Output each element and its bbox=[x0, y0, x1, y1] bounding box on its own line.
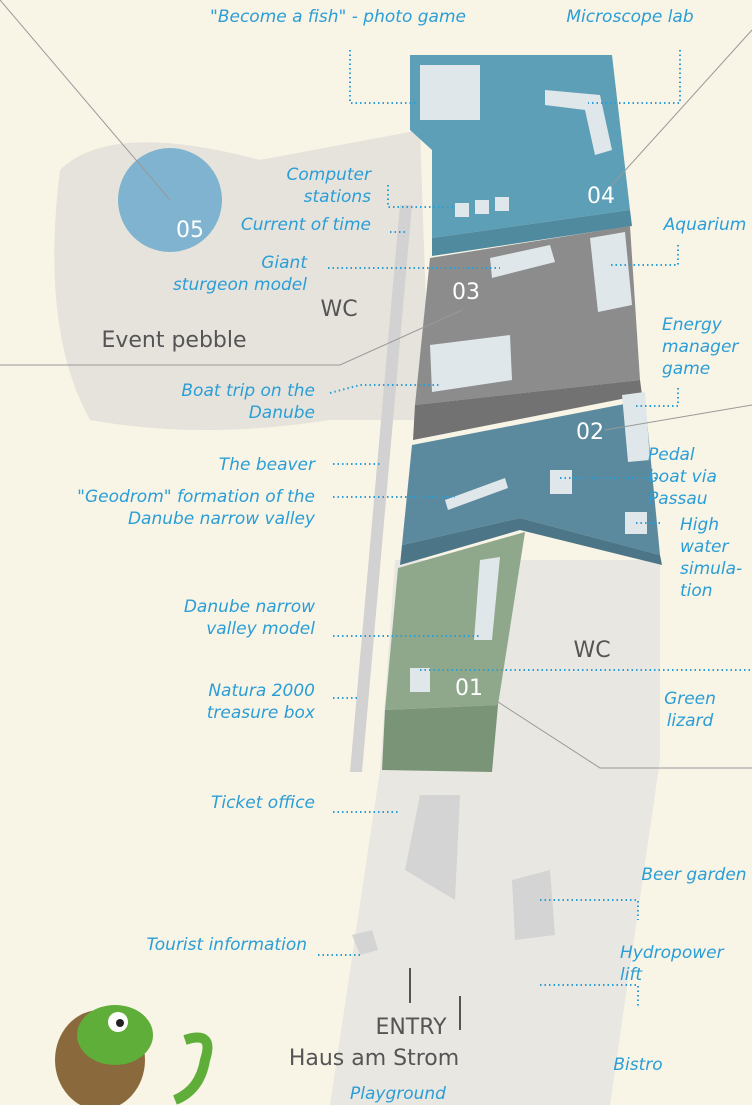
label-line: Boat trip on the bbox=[181, 381, 315, 401]
label-line: Microscope lab bbox=[566, 7, 693, 27]
label-line: boat via bbox=[648, 467, 717, 487]
label-line: treasure box bbox=[207, 703, 316, 723]
label-line: The beaver bbox=[219, 455, 316, 475]
wc-label: WC bbox=[320, 297, 357, 322]
label-line: Tourist information bbox=[146, 935, 307, 955]
label-line: Giant bbox=[261, 253, 308, 273]
zone-1-edge bbox=[382, 705, 498, 772]
label-line: water bbox=[680, 537, 729, 557]
feature-label: The beaver bbox=[219, 455, 316, 475]
feature-label: Tourist information bbox=[146, 935, 307, 955]
label-line: game bbox=[662, 359, 710, 379]
label-line: Ticket office bbox=[211, 793, 315, 813]
label-line: Bistro bbox=[613, 1055, 662, 1075]
house-label: Haus am Strom bbox=[289, 1046, 459, 1071]
place-label: Event pebble bbox=[101, 328, 246, 353]
label-line: Green bbox=[664, 689, 716, 709]
block bbox=[495, 197, 509, 211]
label-line: lizard bbox=[667, 711, 714, 731]
label-line: Danube narrow valley bbox=[128, 509, 316, 529]
label-line: High bbox=[680, 515, 719, 535]
leader bbox=[612, 30, 752, 185]
label-line: valley model bbox=[206, 619, 315, 639]
label-line: Pedal bbox=[648, 445, 695, 465]
label-line: "Geodrom" formation of the bbox=[77, 487, 315, 507]
label-line: stations bbox=[304, 187, 372, 207]
block bbox=[420, 65, 480, 120]
label-line: manager bbox=[662, 337, 739, 357]
leader bbox=[350, 50, 418, 103]
beer-block bbox=[512, 870, 555, 940]
label-line: Aquarium bbox=[663, 215, 747, 235]
label-line: tion bbox=[680, 581, 713, 601]
map: Event pebble WC WC ENTRY Haus am Strom 0… bbox=[0, 0, 752, 1105]
block bbox=[455, 203, 469, 217]
zone-number: 01 bbox=[455, 676, 483, 701]
feature-label: Microscope lab bbox=[566, 7, 693, 27]
wc-label: WC bbox=[573, 638, 610, 663]
label-line: Beer garden bbox=[641, 865, 746, 885]
label-line: Natura 2000 bbox=[208, 681, 315, 701]
feature-label: Bistro bbox=[613, 1055, 662, 1075]
feature-label: "Become a fish" - photo game bbox=[210, 7, 466, 27]
lizard-mascot bbox=[55, 1005, 208, 1105]
label-line: Hydropower bbox=[620, 943, 725, 963]
block bbox=[550, 470, 572, 494]
label-line: Energy bbox=[662, 315, 723, 335]
label-line: Playground bbox=[350, 1084, 446, 1104]
label-line: "Become a fish" - photo game bbox=[210, 7, 466, 27]
entry-label: ENTRY bbox=[375, 1015, 447, 1040]
label-line: Current of time bbox=[241, 215, 371, 235]
feature-label: Ticket office bbox=[211, 793, 315, 813]
label-line: Computer bbox=[286, 165, 372, 185]
label-line: Danube narrow bbox=[184, 597, 315, 617]
label-line: lift bbox=[620, 965, 643, 985]
zone-number: 03 bbox=[452, 280, 480, 305]
label-line: Passau bbox=[648, 489, 708, 509]
feature-label: Aquarium bbox=[663, 215, 747, 235]
label-line: sturgeon model bbox=[173, 275, 307, 295]
zone-number: 05 bbox=[176, 218, 204, 243]
feature-label: Beer garden bbox=[641, 865, 746, 885]
feature-label: Current of time bbox=[241, 215, 371, 235]
label-line: simula- bbox=[680, 559, 742, 579]
zone-number: 02 bbox=[576, 420, 604, 445]
feature-label: Playground bbox=[350, 1084, 446, 1104]
block bbox=[475, 200, 489, 214]
label-line: Danube bbox=[249, 403, 315, 423]
zone-number: 04 bbox=[587, 184, 615, 209]
block bbox=[410, 668, 430, 692]
